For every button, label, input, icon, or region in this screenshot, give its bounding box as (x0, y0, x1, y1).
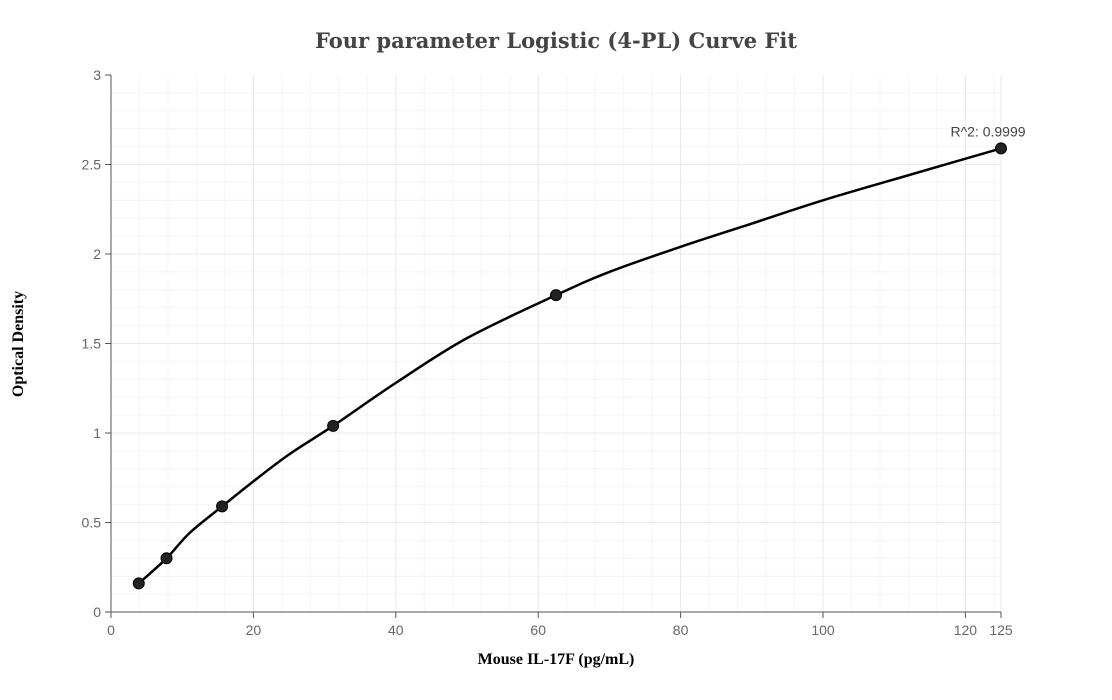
data-point (327, 419, 340, 432)
x-tick-label: 0 (107, 622, 115, 638)
y-tick-label: 2 (93, 246, 101, 262)
data-point (550, 289, 562, 302)
y-tick-label: 0.5 (82, 515, 102, 531)
x-tick-label: 100 (811, 622, 835, 638)
y-tick-label: 1.5 (82, 336, 102, 352)
x-tick-label: 20 (246, 622, 262, 638)
data-point (132, 577, 145, 590)
fit-curve-line (137, 147, 1002, 585)
y-tick-label: 0 (93, 604, 101, 620)
data-point (160, 552, 173, 565)
tick-labels: 0 20 40 60 80 100 120 125 0 0.5 1 1.5 2 2.5 3 (82, 67, 1013, 638)
x-tick-label: 125 (989, 622, 1013, 638)
grid (111, 75, 1002, 612)
y-tick-label: 1 (93, 425, 101, 441)
y-tick-label: 2.5 (82, 157, 102, 173)
data-point (995, 142, 1007, 155)
x-tick-label: 60 (530, 622, 546, 638)
chart-title: Four parameter Logistic (4-PL) Curve Fit (315, 28, 797, 53)
y-axis-title: Optical Density (10, 291, 27, 397)
x-tick-label: 80 (673, 622, 689, 638)
x-tick-label: 40 (388, 622, 404, 638)
r-squared-annotation: R^2: 0.9999 (950, 123, 1025, 139)
x-axis-title: Mouse IL-17F (pg/mL) (478, 651, 635, 668)
y-tick-label: 3 (93, 67, 101, 83)
x-tick-label: 120 (954, 622, 978, 638)
data-points (132, 142, 1007, 590)
data-point (216, 500, 229, 513)
axes (105, 74, 1002, 618)
